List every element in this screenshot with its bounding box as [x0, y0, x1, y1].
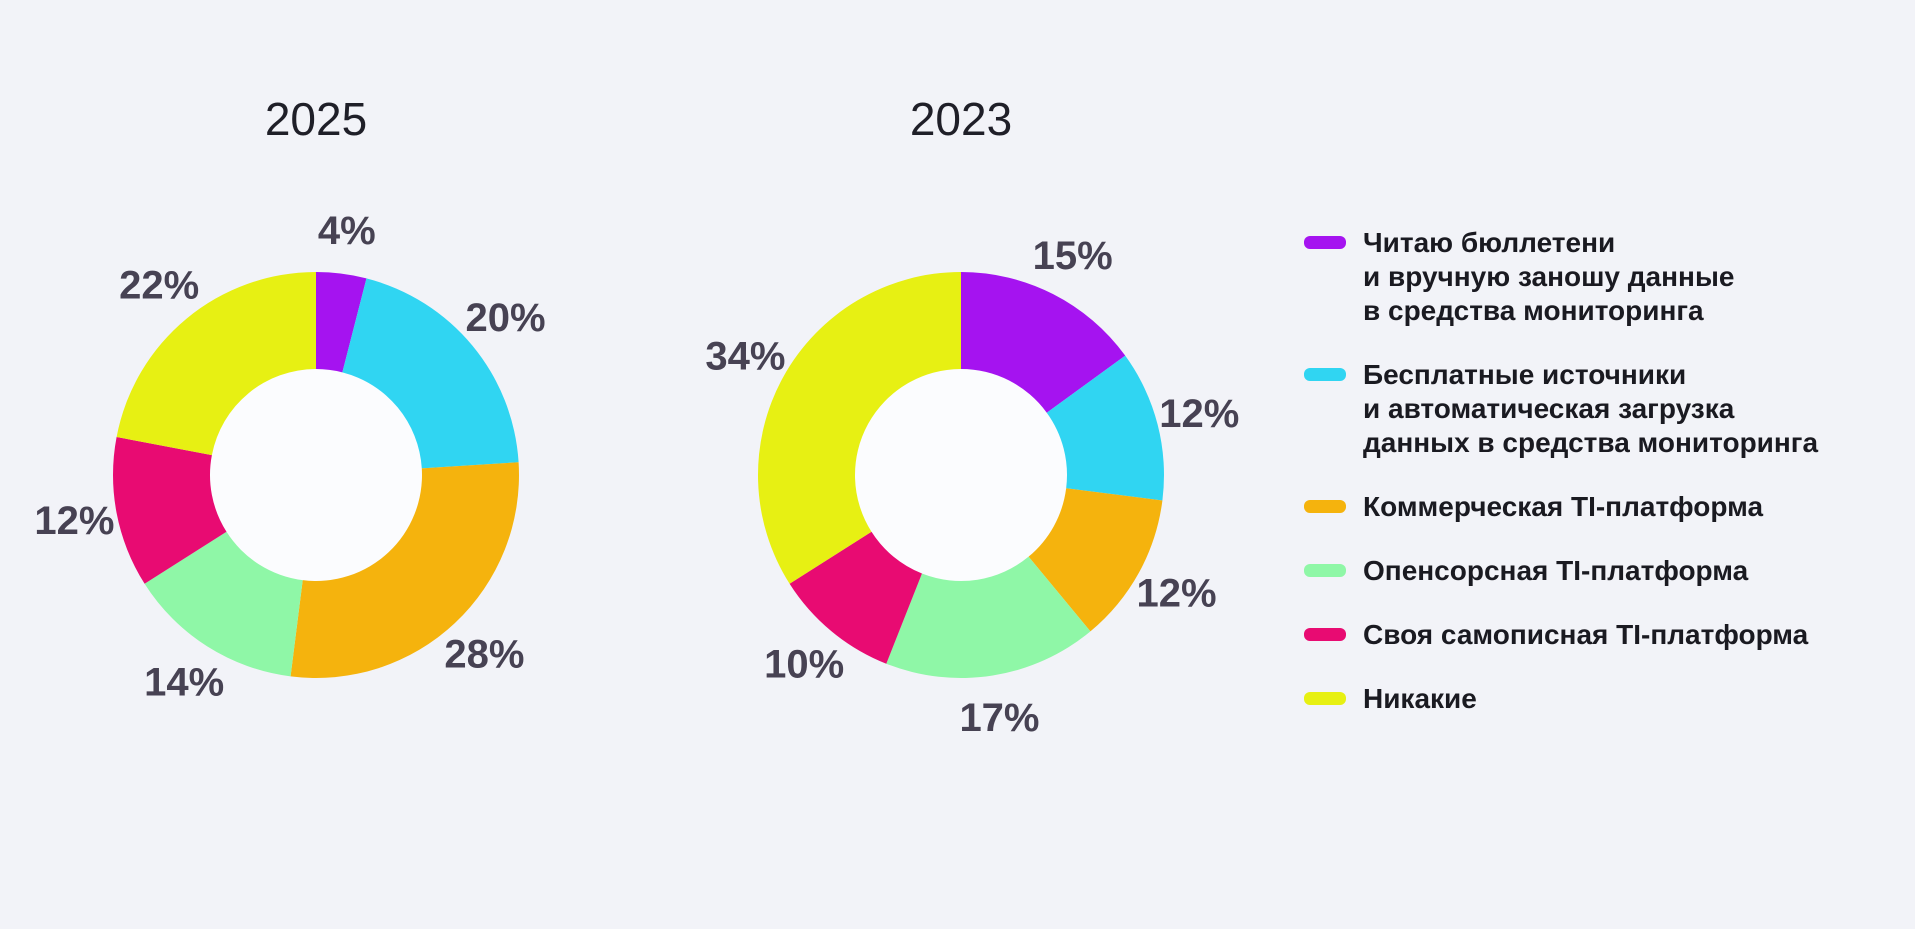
chart-title-2025: 2025 — [264, 93, 368, 145]
legend-item-commercial-ti: Коммерческая TI-платформа — [1304, 490, 1818, 524]
legend-label: Своя самописная TI-платформа — [1363, 619, 1809, 650]
pie-slice-2025-20% — [342, 278, 519, 469]
legend-item-opensource-ti: Опенсорсная TI-платформа — [1304, 554, 1818, 588]
pie-slice-2025-12% — [113, 436, 227, 584]
legend: Читаю бюллетени и вручную заношу данные … — [1304, 226, 1818, 716]
slice-label-2025-20%: 20% — [466, 296, 546, 340]
pie-slice-2025-4% — [316, 272, 367, 373]
legend-item-free-sources: Бесплатные источники и автоматическая за… — [1304, 358, 1818, 460]
legend-swatch-green — [1304, 564, 1346, 577]
slice-label-2023-12%: 12% — [1159, 392, 1239, 436]
pie-slice-2023-34% — [758, 272, 961, 584]
pie-slice-2023-12% — [1046, 355, 1165, 501]
legend-label: Никакие — [1363, 683, 1477, 714]
slice-label-2023-17%: 17% — [959, 696, 1039, 740]
legend-item-none: Никакие — [1304, 682, 1818, 716]
legend-item-manual-bulletins: Читаю бюллетени и вручную заношу данные … — [1304, 226, 1818, 328]
slice-label-2025-12%: 12% — [36, 499, 114, 543]
slice-label-2023-12%: 12% — [1137, 572, 1217, 616]
slice-label-2023-10%: 10% — [764, 643, 844, 687]
donut-chart-2025: 4% 20% 28% 14% 12% 22% — [34, 195, 596, 755]
legend-swatch-yellow — [1304, 692, 1346, 705]
donut-chart-2023: 15% 12% 12% 17% 10% 34% — [681, 195, 1241, 755]
legend-swatch-orange — [1304, 500, 1346, 513]
donut-svg-2025: 4% 20% 28% 14% 12% 22% — [34, 209, 546, 705]
legend-label: Бесплатные источники и автоматическая за… — [1363, 359, 1819, 458]
legend-swatch-purple — [1304, 236, 1346, 249]
slice-label-2025-4%: 4% — [318, 209, 376, 253]
legend-item-custom-ti: Своя самописная TI-платформа — [1304, 618, 1818, 652]
pie-slice-2025-22% — [116, 272, 316, 456]
pie-slice-2023-12% — [1028, 488, 1163, 632]
donut-svg-2023: 15% 12% 12% 17% 10% 34% — [705, 234, 1239, 740]
slice-label-2023-34%: 34% — [705, 334, 785, 378]
pie-slice-2025-14% — [144, 531, 303, 677]
donut-hole — [854, 368, 1068, 582]
pie-slice-2023-15% — [961, 272, 1126, 413]
pie-slice-2023-17% — [886, 556, 1091, 678]
legend-label: Коммерческая TI-платформа — [1363, 491, 1764, 522]
legend-label: Читаю бюллетени и вручную заношу данные … — [1363, 227, 1735, 326]
slice-label-2023-15%: 15% — [1033, 234, 1113, 278]
chart-title-2023: 2023 — [909, 93, 1013, 145]
slice-label-2025-22%: 22% — [119, 263, 199, 307]
donut-hole — [209, 368, 423, 582]
slice-label-2025-28%: 28% — [444, 632, 524, 676]
pie-slice-2023-10% — [789, 531, 922, 664]
pie-slice-2025-28% — [290, 462, 520, 679]
legend-label: Опенсорсная TI-платформа — [1363, 555, 1749, 586]
slice-label-2025-14%: 14% — [144, 661, 224, 705]
legend-swatch-pink — [1304, 628, 1346, 641]
legend-swatch-cyan — [1304, 368, 1346, 381]
